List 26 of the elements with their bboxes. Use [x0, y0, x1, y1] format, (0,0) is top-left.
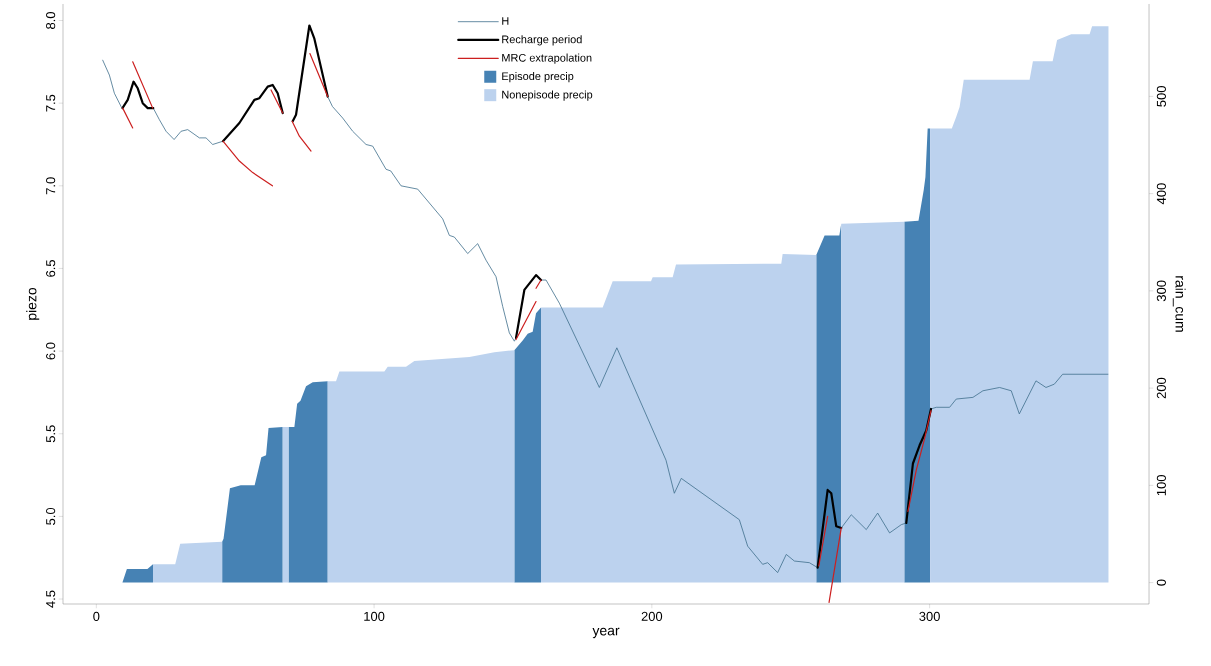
legend-label: Nonepisode precip	[502, 90, 593, 101]
x-tick-label: 0	[93, 611, 100, 621]
y-tick-label: 6.5	[46, 260, 56, 277]
y2-tick-label: 500	[1156, 86, 1166, 107]
y-tick-label: 6.0	[46, 342, 56, 360]
legend-label: H	[502, 17, 509, 25]
legend-label: MRC extrapolation	[502, 53, 592, 64]
y-tick-label: 5.0	[46, 507, 56, 525]
y2-tick-label: 0	[1156, 579, 1166, 586]
y2-tick-label: 300	[1156, 280, 1166, 302]
y2-tick-label: 400	[1156, 183, 1166, 205]
x-axis-title: year	[592, 627, 620, 639]
x-tick-label: 300	[919, 611, 940, 621]
y-tick-label: 8.0	[46, 12, 56, 29]
y-tick-label: 7.5	[46, 94, 56, 112]
y2-axis-title: rain_cum	[1172, 276, 1186, 332]
legend-label: Episode precip	[502, 72, 574, 83]
y-tick-label: 7.0	[46, 177, 56, 195]
y-axis-title: piezo	[26, 287, 40, 320]
x-tick-label: 200	[641, 611, 663, 621]
y-tick-label: 4.5	[46, 590, 56, 608]
y2-tick-label: 200	[1156, 377, 1166, 399]
x-tick-label: 100	[364, 611, 385, 621]
y-tick-label: 5.5	[46, 425, 56, 443]
legend-label: Recharge period	[502, 35, 582, 46]
y2-tick-label: 100	[1156, 475, 1166, 496]
